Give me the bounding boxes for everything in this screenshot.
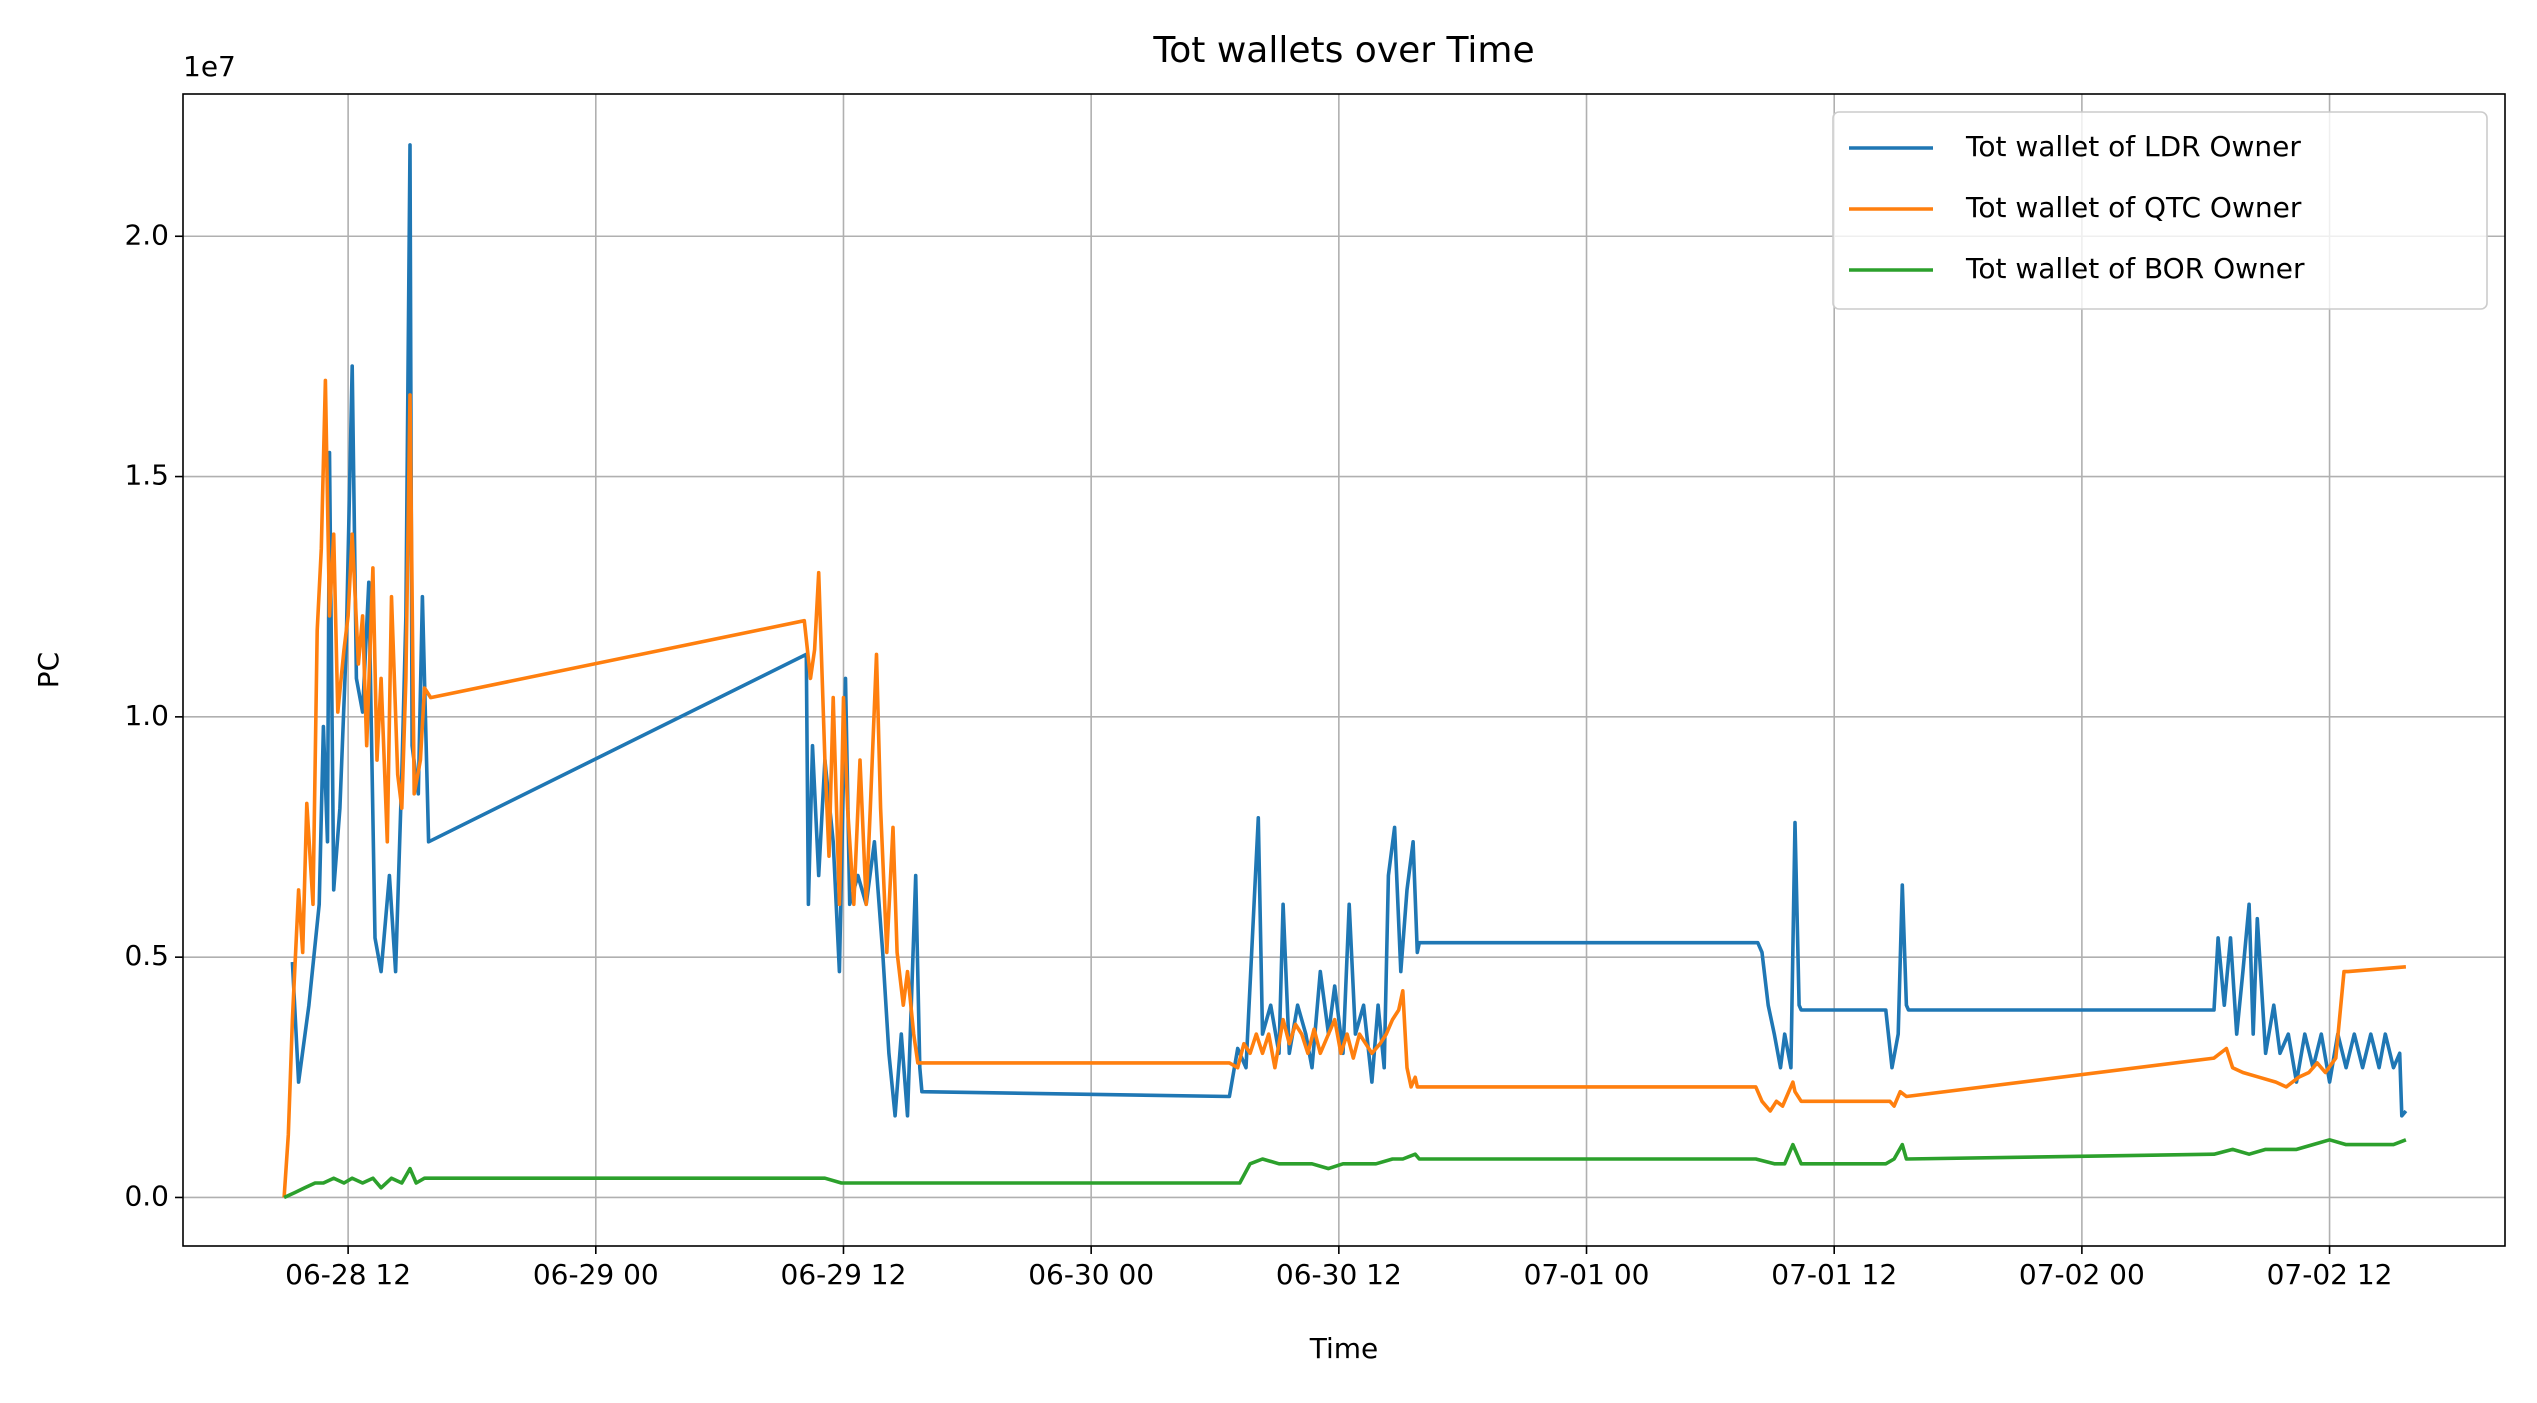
x-tick-label: 06-30 00 <box>1028 1258 1154 1291</box>
plot-frame <box>182 93 2506 1247</box>
y-offset-label: 1e7 <box>183 50 236 83</box>
legend-label: Tot wallet of BOR Owner <box>1965 252 2305 285</box>
y-tick-label: 1.0 <box>124 699 169 732</box>
chart-title: Tot wallets over Time <box>1152 30 1534 71</box>
legend-box <box>1832 111 2488 310</box>
x-tick-label: 07-01 00 <box>1524 1258 1650 1291</box>
series-line <box>282 378 2407 1198</box>
legend-label: Tot wallet of QTC Owner <box>1965 191 2302 224</box>
y-tick-label: 1.5 <box>124 459 169 492</box>
series-line <box>283 1138 2407 1200</box>
y-tick-label: 2.0 <box>124 218 169 251</box>
y-axis-label: PC <box>32 652 65 688</box>
x-axis-label: Time <box>1309 1332 1379 1365</box>
x-tick-label: 07-02 12 <box>2267 1258 2393 1291</box>
x-tick-label: 06-29 12 <box>781 1258 907 1291</box>
x-tick-label: 06-29 00 <box>533 1258 659 1291</box>
x-tick-label: 06-28 12 <box>285 1258 411 1291</box>
x-tick-label: 06-30 12 <box>1276 1258 1402 1291</box>
x-tick-label: 07-01 12 <box>1771 1258 1897 1291</box>
legend-label: Tot wallet of LDR Owner <box>1965 130 2301 163</box>
series-line <box>290 143 2408 1118</box>
x-tick-label: 07-02 00 <box>2019 1258 2145 1291</box>
y-tick-label: 0.0 <box>124 1179 169 1212</box>
legend: Tot wallet of LDR Owner Tot wallet of QTC… <box>1832 111 2488 310</box>
y-tick-label: 0.5 <box>124 939 169 972</box>
